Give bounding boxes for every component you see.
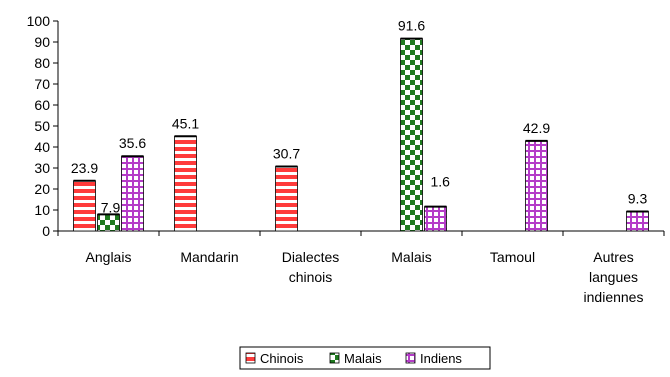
data-label: 91.6 [398, 18, 425, 34]
y-tick-label: 100 [27, 13, 51, 29]
bar-malais [97, 214, 120, 232]
legend: Chinois Malais Indiens [239, 346, 491, 370]
data-labels: 23.9 45.1 30.7 7.9 91.6 35.6 1.6 42.9 9.3 [71, 18, 648, 216]
x-tick-label: Tamoul [490, 249, 535, 265]
x-tick-label: Dialectes chinois [282, 249, 340, 285]
bars [73, 37, 649, 232]
y-tick-label: 60 [34, 97, 50, 113]
x-tick-label: Mandarin [180, 249, 238, 265]
bar-indiens [424, 206, 447, 232]
bar-chinois [174, 135, 197, 232]
data-label: 45.1 [172, 115, 199, 131]
data-label: 9.3 [628, 190, 648, 206]
bar-chinois [275, 166, 298, 232]
y-tick-label: 80 [34, 55, 50, 71]
y-tick-label: 10 [34, 202, 50, 218]
bar-malais [400, 38, 423, 232]
legend-swatch [329, 352, 340, 364]
data-label: 1.6 [431, 174, 451, 190]
y-tick-label: 90 [34, 34, 50, 50]
y-tick-label: 30 [34, 160, 50, 176]
y-tick-label: 40 [34, 139, 50, 155]
axes: 0 10 20 30 40 50 60 70 80 90 100 Anglais Mandarin Dia… [27, 13, 665, 305]
y-tick-label: 70 [34, 76, 50, 92]
legend-label: Chinois [260, 351, 304, 366]
data-label: 42.9 [523, 120, 550, 136]
y-tick-label: 0 [42, 223, 50, 239]
y-tick-label: 20 [34, 181, 50, 197]
bar-indiens [626, 211, 649, 232]
bar-indiens [525, 140, 548, 232]
data-label: 35.6 [119, 135, 146, 151]
y-tick-label: 50 [34, 118, 50, 134]
x-tick-label: Autres langues indiennes [584, 249, 644, 305]
x-tick-label: Anglais [86, 249, 132, 265]
x-tick-label: Malais [391, 249, 431, 265]
legend-box [239, 346, 491, 370]
legend-label: Malais [344, 351, 382, 366]
legend-label: Indiens [420, 351, 462, 366]
data-label: 23.9 [71, 160, 98, 176]
legend-swatch [405, 352, 416, 364]
data-label: 30.7 [273, 146, 300, 162]
data-label: 7.9 [101, 199, 121, 215]
legend-swatch [245, 352, 256, 364]
bar-indiens [121, 155, 144, 232]
bar-chinois [73, 180, 96, 232]
